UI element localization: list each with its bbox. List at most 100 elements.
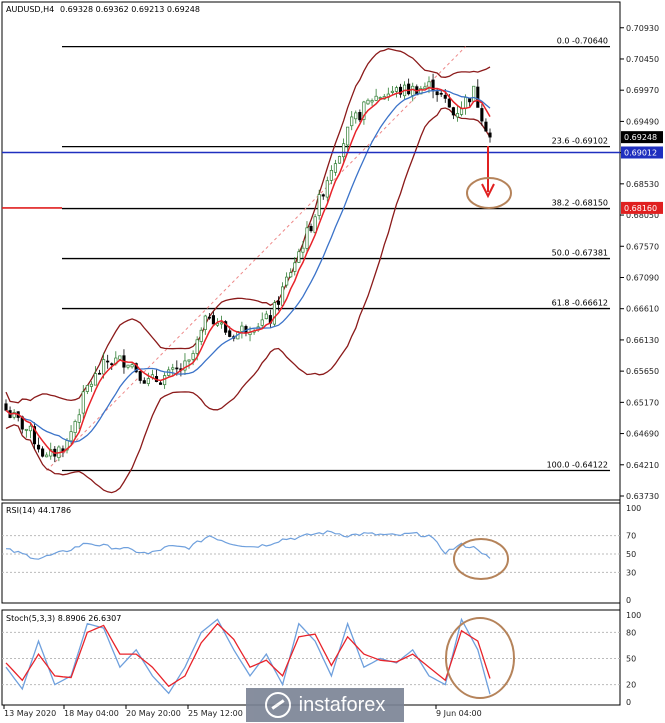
candle-body <box>354 112 358 120</box>
candle-body <box>289 272 293 278</box>
candle-body <box>207 316 211 319</box>
price-tick-label: 0.69970 <box>626 86 659 95</box>
candle-body <box>378 97 382 99</box>
rsi-circle-icon <box>453 538 509 580</box>
candle-body <box>276 300 281 305</box>
price-tick-label: 0.65650 <box>626 367 659 376</box>
price-tick-label: 0.66610 <box>626 305 659 314</box>
stochastic-pane: 100 80 50 20 0 <box>2 611 641 707</box>
main-pane-frame <box>1 1 621 501</box>
candle-body <box>69 431 73 442</box>
candle-body <box>423 86 427 89</box>
candle-body <box>110 363 114 366</box>
candle-body <box>451 107 455 116</box>
candle-body <box>358 112 362 121</box>
ma-slow-line <box>5 89 491 443</box>
blue-level-tag: 0.69012 <box>624 148 657 157</box>
candle-body <box>443 94 447 99</box>
price-tick-label: 0.66130 <box>626 336 659 345</box>
candle-body <box>211 315 215 325</box>
rsi-label: RSI(14) 44.1786 <box>6 506 71 515</box>
candle-body <box>4 403 8 411</box>
candle-body <box>224 321 228 333</box>
candle-body <box>472 85 476 102</box>
candle-body <box>134 363 138 373</box>
candle-body <box>374 95 378 101</box>
candle-body <box>285 276 289 286</box>
candle-body <box>195 339 199 354</box>
price-tick-label: 0.67090 <box>626 273 659 282</box>
target-circle-icon <box>466 177 512 209</box>
support-levels: 0.69248 0.69012 0.68160 <box>2 131 663 214</box>
price-tick-label: 0.63730 <box>626 492 659 501</box>
blue-level-tag-bg <box>621 146 663 159</box>
fib-level-label: 23.6 -0.69102 <box>552 137 608 146</box>
candle-body <box>488 132 492 138</box>
candle-body <box>138 371 142 381</box>
candle-body <box>49 449 53 457</box>
candle-body <box>28 425 32 432</box>
price-tick-label: 0.70450 <box>626 55 659 64</box>
candle-body <box>390 90 394 93</box>
candle-body <box>447 98 451 108</box>
candle-body <box>329 169 333 181</box>
stoch-circle-icon <box>445 617 515 699</box>
fib-level-label: 0.0 -0.70640 <box>557 37 608 46</box>
stoch-tick-label: 50 <box>626 655 636 664</box>
candle-body <box>163 375 167 386</box>
fib-level-label: 61.8 -0.66612 <box>552 299 608 308</box>
bollinger-bands <box>5 48 491 494</box>
candle-body <box>24 428 28 431</box>
candle-body <box>366 99 370 105</box>
candle-body <box>468 98 472 103</box>
candle-body <box>480 108 484 122</box>
ohlc-readout: 0.69328 0.69362 0.69213 0.69248 <box>60 5 200 14</box>
time-axis: 13 May 2020 18 May 04:00 20 May 20:00 25 Ma… <box>3 705 482 718</box>
instaforex-logo-icon <box>264 692 291 718</box>
candle-body <box>45 454 49 458</box>
candle-body <box>370 100 374 103</box>
candle-body <box>187 359 191 362</box>
candle-body <box>93 373 98 386</box>
time-tick-label: 13 May 2020 <box>4 709 56 718</box>
fibonacci-levels: 0.0 -0.70640 23.6 -0.69102 38.2 -0.68150 50… <box>46 37 610 472</box>
candle-body <box>203 315 207 330</box>
candle-body <box>281 286 285 306</box>
candle-body <box>89 383 93 387</box>
candle-body <box>183 360 187 371</box>
candle-body <box>459 108 464 115</box>
rsi-tick-label: 30 <box>626 568 636 577</box>
candle-body <box>171 367 175 370</box>
stoch-tick-label: 20 <box>626 681 636 690</box>
stoch-label: Stoch(5,3,3) 8.8906 26.6307 <box>6 614 121 623</box>
moving-averages <box>5 86 491 454</box>
bollinger-lower <box>5 107 491 494</box>
rsi-tick-label: 50 <box>626 550 636 559</box>
stoch-signal-line <box>5 622 491 688</box>
candle-body <box>264 313 268 320</box>
price-tick-label: 0.67570 <box>626 242 659 251</box>
price-tick-label: 0.69490 <box>626 117 659 126</box>
candle-body <box>146 378 150 384</box>
candle-body <box>12 411 16 418</box>
price-tick-label: 0.64210 <box>626 461 659 470</box>
candle-body <box>411 85 415 96</box>
candle-body <box>313 216 317 233</box>
stoch-tick-label: 100 <box>626 611 641 620</box>
rsi-tick-label: 0 <box>626 596 631 605</box>
price-tick-label: 0.70930 <box>626 24 659 33</box>
candle-body <box>81 391 85 414</box>
stoch-tick-label: 0 <box>626 698 631 707</box>
annotations <box>466 146 512 209</box>
candle-body <box>333 163 338 173</box>
candle-body <box>305 227 309 249</box>
time-tick-label: 9 Jun 04:00 <box>436 709 482 718</box>
rsi-pane-frame <box>1 502 621 604</box>
candle-body <box>301 247 305 253</box>
candle-body <box>394 87 399 92</box>
candle-body <box>220 322 224 325</box>
candle-body <box>317 194 321 216</box>
red-level-tag-bg <box>621 201 663 214</box>
candle-body <box>260 319 264 326</box>
